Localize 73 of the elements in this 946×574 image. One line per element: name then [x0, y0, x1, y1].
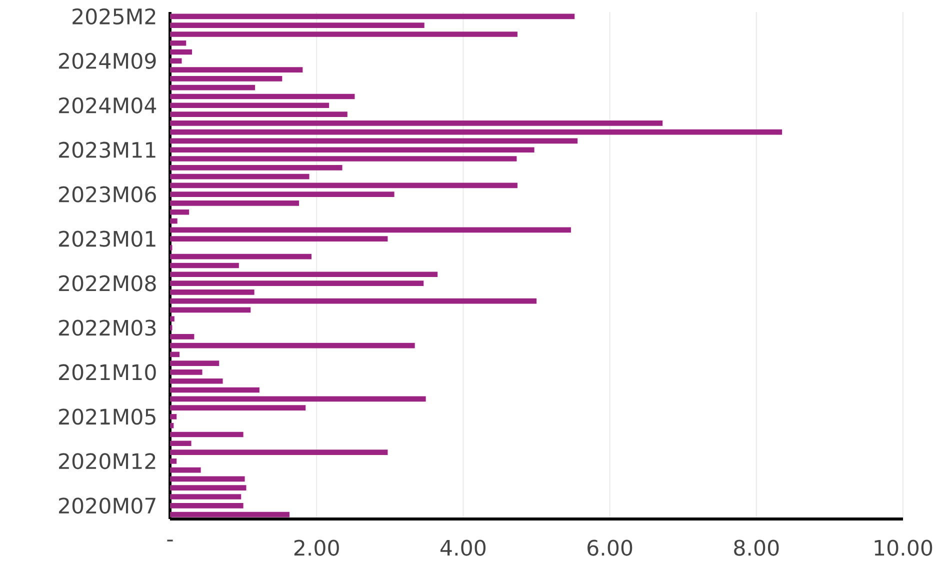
bar [170, 494, 242, 500]
bar [170, 422, 174, 428]
x-tick-label: 8.00 [734, 540, 779, 556]
x-tick-label: - [167, 540, 173, 542]
bar [170, 405, 306, 410]
bar [170, 138, 578, 144]
bar [170, 414, 177, 420]
bar [170, 262, 239, 268]
bar [170, 218, 178, 224]
bar [170, 502, 244, 508]
y-tick-label: 2025M2 [72, 8, 156, 24]
x-tick-label: 10.00 [874, 540, 932, 556]
bar [170, 67, 303, 72]
bar [170, 290, 254, 295]
bar [170, 370, 202, 375]
bar [170, 458, 177, 464]
bar [170, 164, 342, 170]
y-tick-label: 2021M05 [59, 408, 156, 425]
bar [170, 102, 330, 108]
bar [170, 298, 536, 304]
bar [170, 112, 348, 117]
bar [170, 40, 186, 46]
bar [170, 378, 223, 384]
bar [170, 316, 174, 322]
bar [170, 476, 245, 482]
bar [170, 120, 663, 126]
bar [170, 49, 192, 55]
bar [170, 467, 201, 473]
bar [170, 485, 246, 491]
bar [170, 280, 424, 286]
y-tick-label: 2024M04 [59, 97, 156, 114]
bar [170, 147, 534, 153]
bar [170, 227, 571, 233]
bar [170, 236, 388, 242]
bar [170, 22, 424, 28]
bar [170, 450, 388, 455]
bar [170, 192, 394, 197]
y-tick-label: 2023M01 [59, 230, 156, 247]
bar [170, 512, 290, 518]
bar [170, 182, 518, 188]
bar [170, 334, 194, 340]
y-tick-label: 2022M03 [59, 320, 156, 336]
bar [170, 58, 182, 64]
bar [170, 156, 517, 162]
bar [170, 84, 256, 90]
y-tick-label: 2024M09 [59, 52, 156, 69]
bar [170, 272, 438, 278]
bar [170, 432, 244, 438]
bar [170, 94, 355, 100]
bar [170, 342, 415, 348]
x-tick-label: 2.00 [294, 540, 339, 556]
bar [170, 254, 312, 260]
x-tick-label: 4.00 [440, 540, 486, 556]
y-tick-label: 2020M07 [59, 498, 156, 514]
bar [170, 209, 190, 215]
bar [170, 360, 220, 366]
y-tick-label: 2021M10 [59, 364, 156, 380]
bar [170, 387, 260, 393]
bar [170, 396, 426, 402]
y-tick-label: 2023M06 [59, 186, 156, 202]
y-tick-label: 2020M12 [59, 453, 156, 470]
bar [170, 352, 180, 358]
bar [170, 32, 518, 37]
bar [170, 307, 251, 313]
bar [170, 174, 310, 180]
bar [170, 200, 300, 206]
bar [170, 129, 782, 135]
y-tick-label: 2023M11 [59, 142, 156, 158]
bar [170, 440, 192, 446]
bar [170, 76, 282, 82]
y-tick-label: 2022M08 [59, 275, 156, 292]
bar [170, 14, 575, 20]
x-tick-label: 6.00 [588, 540, 632, 556]
